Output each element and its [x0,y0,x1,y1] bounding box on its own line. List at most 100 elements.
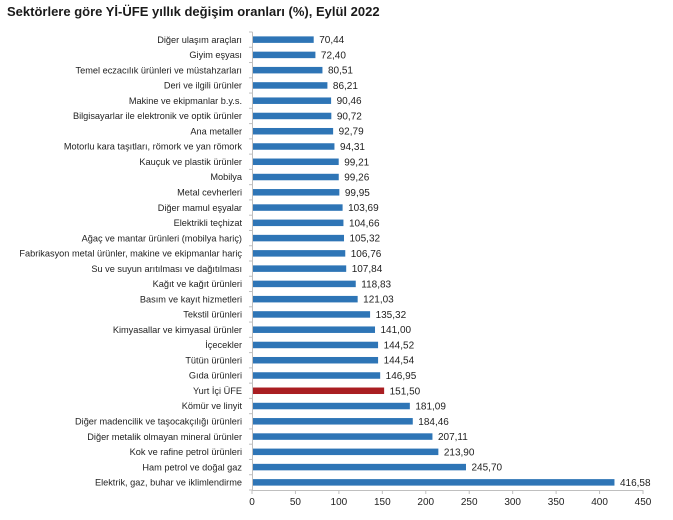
bars-group [252,36,615,486]
bar [252,127,334,135]
category-label: İçecekler [205,340,242,350]
category-label: Su ve suyun arıtılması ve dağıtılması [91,264,242,274]
category-label: Diğer madencilik ve taşocakçılığı ürünle… [75,417,242,427]
value-label: 245,70 [471,463,502,474]
category-label: Kok ve rafine petrol ürünleri [130,447,242,457]
x-tick-label: 300 [504,497,521,508]
x-tick-label: 100 [331,497,348,508]
value-label: 70,44 [319,35,344,46]
value-label: 80,51 [328,66,353,77]
category-labels-group: Diğer ulaşım araçları Giyim eşyası Temel e… [19,35,243,488]
category-label: Ana metaller [190,126,242,136]
bar [252,234,345,242]
bar [252,66,323,74]
value-label: 416,58 [620,478,651,489]
bar [252,51,316,59]
bar [252,250,346,257]
category-label: Temel eczacılık ürünleri ve müstahzarlar… [76,65,242,75]
category-label: Mobilya [210,172,243,182]
bar [252,341,379,349]
bar [252,295,358,303]
value-label: 105,32 [350,234,381,245]
value-label: 92,79 [339,127,364,138]
category-label: Kömür ve linyit [182,401,243,411]
category-label: Fabrikasyon metal ürünler, makine ve eki… [19,249,242,259]
category-label: Gıda ürünleri [189,371,242,381]
value-label: 106,76 [351,249,382,260]
category-label: Tekstil ürünleri [183,310,242,320]
bar [252,143,335,150]
x-tick-label: 400 [591,497,608,508]
value-label: 86,21 [333,81,358,92]
value-label: 207,11 [438,432,468,443]
value-label: 99,26 [344,173,369,184]
value-label: 181,09 [415,402,446,413]
bar [252,463,466,471]
category-label: Elektrik, gaz, buhar ve iklimlendirme [95,478,242,488]
category-label: Yurt İçi ÜFE [193,386,242,396]
value-label: 121,03 [363,295,394,306]
value-label: 144,52 [384,340,415,351]
category-label: Ham petrol ve doğal gaz [142,462,242,472]
value-labels-group: 70,44 72,40 80,51 86,21 90,46 90,72 92,79 94,31… [319,35,651,489]
x-tick-label: 50 [290,497,302,508]
value-label: 90,46 [337,96,362,107]
category-label: Diğer mamul eşyalar [158,203,242,213]
axes-group: 0 50 100 150 200 250 300 350 400 450 [249,31,652,508]
category-label: Kimyasallar ve kimyasal ürünler [113,325,242,335]
bar [252,204,343,211]
category-label: Tütün ürünleri [185,355,242,365]
bar [252,36,314,43]
bar [252,418,413,425]
value-label: 72,40 [321,50,346,61]
value-label: 146,95 [386,371,417,382]
value-label: 99,21 [344,157,369,168]
bar [252,265,347,272]
bar [252,173,339,181]
value-label: 104,66 [349,218,380,229]
bar [252,112,332,120]
value-label: 144,54 [384,356,415,367]
bar [252,372,381,379]
x-tick-label: 450 [635,497,652,508]
x-tick-label: 0 [249,497,255,508]
bar [252,280,356,288]
category-label: Giyim eşyası [189,50,242,60]
bar [252,479,615,486]
value-label: 99,95 [345,188,370,199]
category-label: Kağıt ve kağıt ürünleri [153,279,242,289]
value-label: 213,90 [444,447,475,458]
bar [252,219,344,227]
value-label: 141,00 [381,325,412,336]
category-label: Elektrikli teçhizat [174,218,243,228]
bar [252,326,376,333]
bar [252,158,339,166]
value-label: 94,31 [340,142,365,153]
category-label: Motorlu kara taşıtları, römork ve yan rö… [64,142,243,152]
bar [252,189,340,196]
category-label: Kauçuk ve plastik ürünler [139,157,242,167]
category-label: Basım ve kayıt hizmetleri [140,294,242,304]
bar [252,402,410,410]
value-label: 107,84 [352,264,383,275]
bar [252,97,332,104]
x-tick-label: 200 [417,497,434,508]
value-label: 135,32 [376,310,407,321]
bar [252,433,433,440]
category-label: Deri ve ilgili ürünler [164,81,242,91]
chart-title: Sektörlere göre Yİ-ÜFE yıllık değişim or… [7,4,380,19]
category-label: Bilgisayarlar ile elektronik ve optik ür… [73,111,242,121]
bar [252,387,385,395]
bar [252,448,439,456]
x-tick-label: 250 [461,497,478,508]
bar [252,311,371,318]
category-label: Diğer metalik olmayan mineral ürünler [87,432,242,442]
bar [252,82,328,89]
value-label: 184,46 [418,417,449,428]
category-label: Ağaç ve mantar ürünleri (mobilya hariç) [82,233,242,243]
value-label: 118,83 [361,279,391,290]
bar [252,356,379,364]
category-label: Makine ve ekipmanlar b.y.s. [129,96,242,106]
category-label: Metal cevherleri [177,188,242,198]
